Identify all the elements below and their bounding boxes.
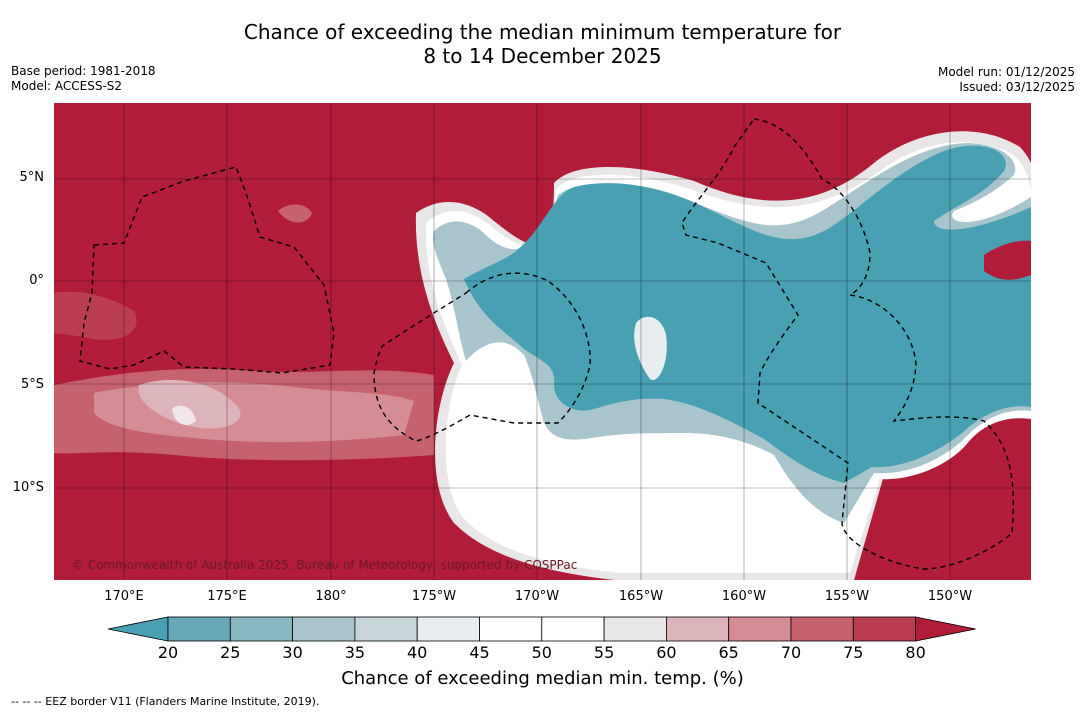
lat-label-0: 0° — [29, 273, 44, 288]
colorbar-tick-label: 40 — [407, 643, 428, 662]
meta-right: Model run: 01/12/2025 Issued: 03/12/2025 — [938, 65, 1075, 95]
colorbar-segment — [292, 616, 356, 642]
colorbar-segment — [666, 616, 730, 642]
lat-label-5n: 5°N — [19, 170, 45, 185]
colorbar-tick-label: 25 — [220, 643, 241, 662]
lon-label-170w: 170°W — [514, 589, 560, 604]
issued-date: Issued: 03/12/2025 — [959, 80, 1075, 94]
colorbar-arrow-high — [915, 616, 976, 642]
colorbar-tick-label: 30 — [282, 643, 303, 662]
colorbar-tick-label: 80 — [905, 643, 926, 662]
title-line-2: 8 to 14 December 2025 — [423, 44, 662, 68]
colorbar-tick-label: 55 — [593, 643, 615, 662]
colorbar-segment — [852, 616, 916, 642]
lon-label-155w: 155°W — [824, 589, 870, 604]
colorbar-segment — [167, 616, 231, 642]
colorbar-segment — [229, 616, 294, 642]
eez-border-east — [681, 118, 1014, 570]
meta-left: Base period: 1981-2018 Model: ACCESS-S2 — [11, 64, 156, 94]
lon-label-180: 180° — [315, 589, 347, 604]
warm-patch-west — [54, 291, 137, 340]
colorbar-tick-label: 75 — [843, 643, 864, 662]
colorbar-tick-label: 65 — [718, 643, 739, 662]
colorbar-segment — [728, 616, 792, 642]
colorbar-arrow-low — [108, 616, 169, 642]
eez-border-central — [373, 272, 591, 442]
copyright-notice: © Commonwealth of Australia 2025, Bureau… — [72, 558, 578, 572]
model-name: Model: ACCESS-S2 — [11, 79, 123, 93]
lon-label-150w: 150°W — [927, 589, 973, 604]
eez-footnote: -- -- -- EEZ border V11 (Flanders Marine… — [11, 695, 320, 708]
chart-title: Chance of exceeding the median minimum t… — [0, 20, 1085, 68]
lat-label-10s: 10°S — [12, 480, 44, 495]
lon-label-175w: 175°W — [411, 589, 457, 604]
colorbar — [108, 616, 976, 642]
probability-map: © Commonwealth of Australia 2025, Bureau… — [54, 103, 1031, 580]
lat-label-5s: 5°S — [20, 377, 44, 392]
colorbar-segment — [603, 616, 667, 642]
colorbar-tick-label: 35 — [344, 643, 366, 662]
warm-patch-east — [984, 240, 1031, 280]
colorbar-segment — [416, 616, 480, 642]
colorbar-segment — [541, 616, 605, 642]
colorbar-segment — [790, 616, 854, 642]
cool-region-island — [634, 316, 667, 380]
warm-patch-core — [172, 405, 196, 425]
colorbar-segment — [354, 616, 418, 642]
colorbar-tick-label: 20 — [157, 643, 179, 662]
colorbar-segment — [479, 616, 543, 642]
colorbar-tick-label: 70 — [780, 643, 802, 662]
graticule — [54, 103, 1031, 580]
eez-border-west — [79, 166, 335, 374]
colorbar-tick-label: 60 — [656, 643, 677, 662]
cool-region-core — [464, 145, 1031, 483]
colorbar-title: Chance of exceeding median min. temp. (%… — [341, 668, 744, 689]
title-line-1: Chance of exceeding the median minimum t… — [243, 20, 842, 44]
map-canvas — [54, 103, 1031, 580]
eez-borders — [79, 118, 1014, 570]
lon-label-160w: 160°W — [721, 589, 767, 604]
warm-patch-south — [138, 379, 241, 429]
lon-label-175e: 175°E — [207, 589, 247, 604]
colorbar-tick-label: 50 — [531, 643, 552, 662]
model-run: Model run: 01/12/2025 — [937, 65, 1075, 79]
lon-label-170e: 170°E — [104, 589, 144, 604]
colorbar-tick-label: 45 — [469, 643, 490, 662]
warm-patch-north — [278, 204, 312, 223]
base-period: Base period: 1981-2018 — [11, 64, 156, 78]
lon-label-165w: 165°W — [618, 589, 664, 604]
